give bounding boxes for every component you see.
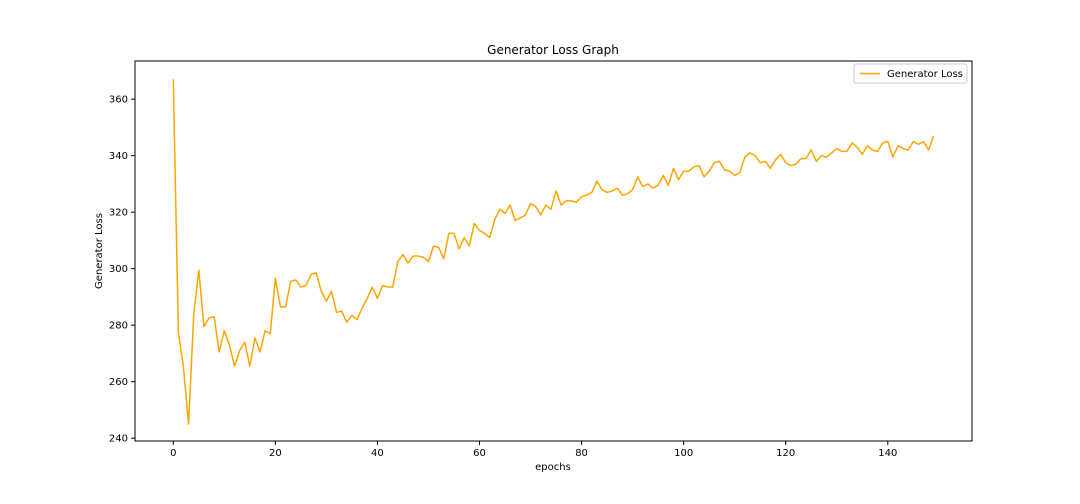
chart-title: Generator Loss Graph — [487, 43, 619, 57]
plot-area — [172, 79, 935, 425]
x-tick-label: 60 — [473, 448, 486, 459]
y-axis-label: Generator Loss — [94, 213, 105, 289]
x-tick-label: 80 — [575, 448, 588, 459]
y-tick-label: 360 — [109, 95, 128, 106]
series-line-generator-loss — [172, 79, 935, 425]
y-axis: 240 260 280 300 320 340 360 — [109, 95, 135, 445]
legend: Generator Loss — [853, 63, 968, 84]
plot-frame — [134, 60, 973, 442]
x-tick-label: 20 — [269, 448, 282, 459]
x-axis: 0 20 40 60 80 100 120 140 — [170, 441, 897, 459]
legend-box — [853, 63, 968, 84]
legend-label-generator-loss: Generator Loss — [887, 69, 963, 80]
x-tick-label: 40 — [371, 448, 384, 459]
x-tick-label: 120 — [776, 448, 795, 459]
x-tick-label: 0 — [170, 448, 176, 459]
x-tick-label: 100 — [674, 448, 693, 459]
y-tick-label: 240 — [109, 434, 128, 445]
y-tick-label: 260 — [109, 377, 128, 388]
x-tick-label: 140 — [878, 448, 897, 459]
x-axis-label: epochs — [535, 462, 571, 473]
y-tick-label: 320 — [109, 208, 128, 219]
y-tick-label: 300 — [109, 264, 128, 275]
y-tick-label: 340 — [109, 151, 128, 162]
y-tick-label: 280 — [109, 321, 128, 332]
